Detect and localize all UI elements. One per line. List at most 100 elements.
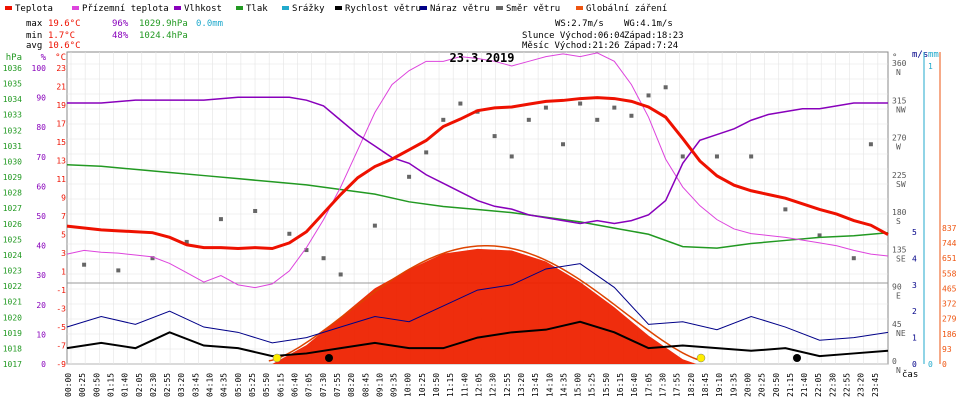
time-tick: 08:45	[361, 373, 370, 397]
wind-direction-point	[817, 233, 822, 238]
pct-axis-tick: 30	[36, 271, 46, 280]
stat-min-label: min	[26, 31, 42, 41]
legend-label: Vlhkost	[184, 4, 222, 14]
time-tick: 05:25	[248, 373, 257, 397]
time-tick: 10:00	[404, 373, 413, 397]
right-axes: °360N315NW270W225SW180S135SE90E45NE0Nm/s…	[892, 50, 957, 375]
wm2-axis-tick: 744	[942, 239, 957, 248]
direction-tick-deg: 270	[892, 134, 907, 143]
wind-direction-point	[372, 223, 377, 228]
time-tick: 20:25	[758, 373, 767, 397]
wind-direction-point	[749, 154, 754, 159]
time-tick: 22:55	[843, 373, 852, 397]
info-moon-rise: Měsíc Východ:21:26	[522, 41, 620, 51]
mm-axis-tick: 1	[928, 62, 933, 71]
time-tick: 03:20	[177, 373, 186, 397]
direction-tick-dir: W	[896, 143, 901, 152]
time-tick: 23:20	[857, 373, 866, 397]
time-tick: 07:30	[319, 373, 328, 397]
wind-direction-point	[646, 93, 651, 98]
time-tick: 12:05	[475, 373, 484, 397]
time-tick: 22:05	[814, 373, 823, 397]
time-tick: 04:10	[206, 373, 215, 397]
stat-max-temp: 19.6°C	[48, 19, 81, 29]
stat-avg-label: avg	[26, 41, 42, 51]
legend-label: Rychlost větru	[345, 4, 421, 14]
time-tick: 01:15	[106, 373, 115, 397]
legend-swatch	[236, 6, 243, 10]
celsius-axis-tick: 15	[56, 138, 66, 147]
pct-axis-tick: 50	[36, 212, 46, 221]
time-tick: 17:55	[673, 373, 682, 397]
time-tick: 02:05	[135, 373, 144, 397]
time-tick: 15:50	[602, 373, 611, 397]
ms-axis-tick: 1	[912, 334, 917, 343]
stat-min-hum: 48%	[112, 31, 129, 41]
legend-label: Srážky	[292, 4, 325, 14]
wind-gust-line	[66, 263, 889, 344]
radiation-area	[272, 248, 697, 364]
stat-min-press: 1024.4hPa	[139, 31, 188, 41]
direction-tick-deg: 90	[892, 283, 902, 292]
legend-label: Teplota	[15, 4, 53, 14]
hpa-axis-tick: 1031	[3, 142, 22, 151]
direction-tick-deg: 315	[892, 96, 907, 105]
legend: Teplota Přízemní teplota Vlhkost Tlak Srážky…	[5, 4, 667, 14]
hpa-axis-tick: 1036	[3, 64, 22, 73]
time-tick: 07:05	[305, 373, 314, 397]
pct-axis-tick: 60	[36, 182, 46, 191]
direction-tick-dir: SW	[896, 180, 906, 189]
celsius-axis-tick: -7	[56, 342, 66, 351]
hpa-axis-tick: 1033	[3, 111, 22, 120]
direction-tick-dir: NW	[896, 105, 906, 114]
wind-direction-point	[595, 117, 600, 122]
legend-swatch	[420, 6, 427, 10]
ground-temperature-line	[66, 52, 889, 289]
time-tick: 04:35	[220, 373, 229, 397]
moonset-marker	[325, 354, 333, 362]
wind-direction-point	[441, 117, 446, 122]
moonrise-marker	[793, 354, 801, 362]
wm2-axis-tick: 465	[942, 284, 957, 293]
time-tick: 00:00	[64, 373, 73, 397]
celsius-axis-tick: 19	[56, 101, 66, 110]
wm2-axis-tick: 93	[942, 345, 952, 354]
wind-direction-point	[304, 248, 309, 253]
wind-direction-point	[338, 272, 343, 277]
wm2-axis-tick: 372	[942, 300, 957, 309]
wm2-axis-tick: 279	[942, 315, 957, 324]
wind-speed-line	[66, 320, 889, 358]
wind-direction-point	[680, 154, 685, 159]
info-sun-set: Západ:18:23	[624, 31, 684, 41]
wind-direction-point	[629, 113, 634, 118]
hpa-axis-tick: 1018	[3, 344, 22, 353]
left-axes: hPa1036103510341033103210311030102910281…	[3, 53, 66, 369]
time-tick: 14:10	[545, 373, 554, 397]
wind-direction-point	[868, 142, 873, 147]
hpa-axis-tick: 1024	[3, 251, 22, 260]
time-tick: 15:00	[574, 373, 583, 397]
time-tick: 15:25	[588, 373, 597, 397]
stat-max-press: 1029.9hPa	[139, 19, 188, 29]
wind-direction-point	[458, 101, 463, 106]
direction-tick-deg: 180	[892, 208, 907, 217]
time-tick: 06:40	[290, 373, 299, 397]
direction-tick-dir: N	[896, 68, 901, 77]
time-tick: 14:35	[559, 373, 568, 397]
wind-direction-point	[82, 262, 87, 267]
ms-axis-tick: 5	[912, 228, 917, 237]
ms-axis-tick: 2	[912, 307, 917, 316]
stat-max-label: max	[26, 19, 43, 29]
time-tick: 19:10	[715, 373, 724, 397]
celsius-axis-tick: -9	[56, 360, 66, 369]
celsius-axis-tick: 3	[61, 249, 66, 258]
ms-axis-unit: m/s	[912, 50, 928, 60]
wm2-axis-tick: 186	[942, 330, 957, 339]
celsius-axis-tick: 7	[61, 212, 66, 221]
direction-unit: °	[892, 53, 897, 63]
ms-axis-tick: 4	[912, 254, 917, 263]
info-wg: WG:4.1m/s	[624, 19, 673, 29]
legend-swatch	[576, 6, 583, 10]
time-tick: 08:20	[347, 373, 356, 397]
pressure-line	[66, 164, 889, 249]
